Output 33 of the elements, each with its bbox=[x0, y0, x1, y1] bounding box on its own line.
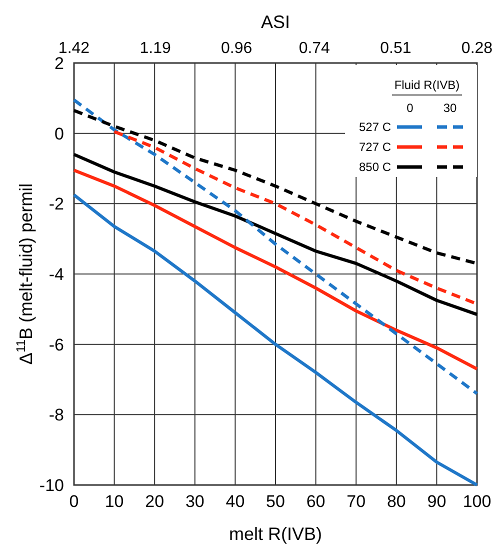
legend-label: 850 C bbox=[358, 160, 392, 174]
x-tick-label: 30 bbox=[185, 492, 204, 511]
y-tick-label: -6 bbox=[48, 335, 64, 354]
x2-tick-label: 0.28 bbox=[461, 40, 493, 57]
y-tick-label: -10 bbox=[39, 476, 64, 495]
y-tick-label: 0 bbox=[54, 124, 64, 144]
line-series bbox=[72, 193, 479, 487]
x2-tick-label: 1.19 bbox=[140, 40, 171, 57]
x-tick-label: 90 bbox=[427, 492, 446, 511]
y-tick-label: -8 bbox=[48, 406, 64, 425]
x-tick-label: 20 bbox=[145, 492, 164, 511]
x-tick-label: 40 bbox=[226, 492, 245, 511]
line-series bbox=[72, 98, 479, 396]
x-tick-label: 10 bbox=[104, 492, 124, 511]
x-tick-label: 80 bbox=[386, 492, 406, 511]
x2-tick-label: 0.96 bbox=[221, 40, 252, 57]
x-tick-label: 50 bbox=[266, 492, 285, 511]
legend-label: 727 C bbox=[358, 140, 392, 154]
annotation: 30 bbox=[443, 101, 457, 115]
x2-tick-label: 0.51 bbox=[380, 40, 412, 57]
x-tick-label: 60 bbox=[306, 492, 326, 511]
x2-tick-label: 0.74 bbox=[298, 40, 330, 57]
legend-title: Fluid R(IVB) bbox=[394, 78, 460, 92]
x-tick-label: 100 bbox=[462, 492, 492, 511]
y-tick-label: -2 bbox=[48, 194, 64, 214]
annotation: 0 bbox=[406, 101, 414, 115]
x-axis-title: melt R(IVB) bbox=[228, 524, 322, 544]
line-series bbox=[72, 152, 479, 316]
y-tick-label: -4 bbox=[48, 264, 64, 284]
legend-label: 527 C bbox=[358, 120, 392, 134]
x-tick-label: 0 bbox=[69, 492, 79, 511]
x2-axis-title: ASI bbox=[260, 12, 290, 32]
x-tick-label: 70 bbox=[346, 492, 366, 511]
